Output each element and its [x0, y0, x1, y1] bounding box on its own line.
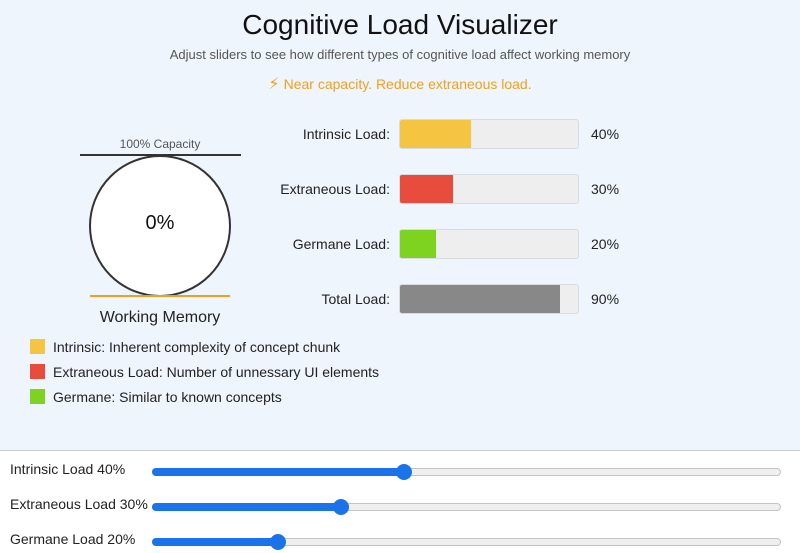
bar-track — [399, 119, 579, 149]
bar-percent: 40% — [591, 126, 620, 142]
intrinsic-slider-row: Intrinsic Load 40% — [0, 459, 800, 483]
bar-label: Intrinsic Load: — [302, 126, 390, 142]
extraneous-slider-thumb[interactable] — [333, 499, 350, 515]
slider-fill — [152, 503, 341, 511]
capacity-warning-text: Near capacity. Reduce extraneous load. — [283, 76, 532, 92]
legend-swatch — [30, 364, 45, 379]
intrinsic-bar-fill — [400, 120, 472, 148]
legend-label: Intrinsic: Inherent complexity of concep… — [53, 339, 341, 355]
germane-slider-thumb[interactable] — [270, 534, 287, 550]
bar-percent: 20% — [591, 236, 620, 252]
bar-row-total: Total Load: 90% — [0, 284, 800, 316]
bar-percent: 30% — [591, 181, 620, 197]
page-subtitle: Adjust sliders to see how different type… — [169, 47, 631, 62]
bar-label: Extraneous Load: — [280, 181, 390, 197]
bar-row-extraneous: Extraneous Load: 30% — [0, 174, 800, 206]
germane-bar-fill — [400, 230, 436, 258]
bar-row-germane: Germane Load: 20% — [0, 229, 800, 261]
capacity-label: 100% Capacity — [119, 137, 201, 151]
working-memory-percent: 0% — [145, 212, 175, 234]
germane-slider-row: Germane Load 20% — [0, 529, 800, 553]
legend-swatch — [30, 389, 45, 404]
bar-row-intrinsic: Intrinsic Load: 40% — [0, 119, 800, 151]
germane-slider[interactable] — [152, 534, 781, 550]
bar-percent: 90% — [591, 291, 620, 307]
extraneous-slider-label: Extraneous Load 30% — [10, 496, 148, 512]
legend-label: Extraneous Load: Number of unnessary UI … — [53, 364, 380, 380]
intrinsic-slider[interactable] — [152, 464, 781, 480]
bar-track — [399, 174, 579, 204]
extraneous-slider-row: Extraneous Load 30% — [0, 494, 800, 518]
working-memory-circle — [89, 155, 231, 297]
extraneous-slider[interactable] — [152, 499, 781, 515]
bar-label: Germane Load: — [292, 236, 390, 252]
bar-label: Total Load: — [321, 291, 391, 307]
slider-fill — [152, 468, 403, 476]
capacity-warning: ⚡ Near capacity. Reduce extraneous load. — [0, 74, 800, 94]
working-memory-label: Working Memory — [99, 309, 221, 326]
intrinsic-slider-thumb[interactable] — [395, 464, 412, 480]
legend-label: Germane: Similar to known concepts — [53, 389, 282, 405]
extraneous-bar-fill — [400, 175, 454, 203]
lightning-icon: ⚡ — [268, 76, 280, 93]
germane-slider-label: Germane Load 20% — [10, 531, 136, 547]
bar-track — [399, 284, 579, 314]
memory-baseline — [90, 295, 230, 297]
page-title: Cognitive Load Visualizer — [242, 9, 558, 40]
visualizer-panel: Cognitive Load Visualizer Adjust sliders… — [0, 0, 800, 451]
total-bar-fill — [400, 285, 561, 313]
slider-fill — [152, 538, 278, 546]
intrinsic-slider-label: Intrinsic Load 40% — [10, 461, 126, 477]
bar-track — [399, 229, 579, 259]
legend-swatch — [30, 339, 45, 354]
